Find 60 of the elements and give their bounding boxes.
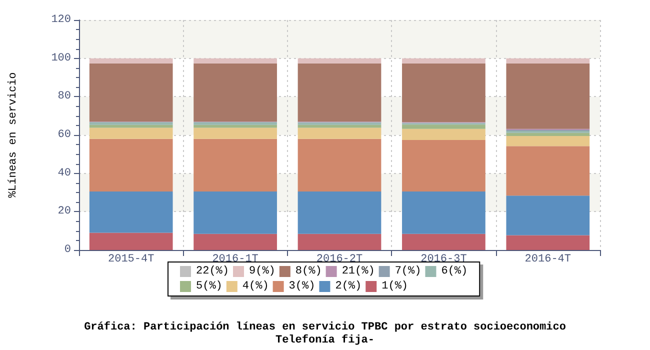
x-tick-label: 2016-3T [420,254,468,266]
bar [194,122,277,125]
bar [89,58,173,64]
bar [506,196,590,236]
bar [402,63,486,122]
x-tick-label: 2015-4T [108,254,155,266]
bar [402,58,486,64]
bar [402,234,486,250]
legend-label: 7(%) [394,266,422,278]
legend-label: 6(%) [441,266,468,278]
y-tick-label: 0 [64,244,71,256]
x-tick-label: 2016-4T [524,254,572,266]
bar [89,128,173,139]
legend-label: 22(%) [196,266,230,278]
bar [298,192,382,234]
legend-label: 2(%) [335,280,362,292]
legend-label: 4(%) [242,280,269,292]
bar [89,232,173,250]
bar [194,138,277,192]
bar [506,63,590,129]
bar [506,235,590,250]
bar [298,234,382,250]
text: Gráfica: Participación líneas en servicio TPBC por estrato socioeconomico [84,320,566,334]
bar [89,63,173,122]
bar [506,136,590,146]
y-tick-label: 120 [51,14,71,26]
y-axis-title: %Líneas en servicio [8,72,20,198]
bar [402,124,486,129]
bar [506,132,590,136]
y-tick-label: 20 [58,206,71,218]
legend-label: 8(%) [295,266,322,278]
legend-label: 1(%) [382,280,408,292]
legend-label: 5(%) [196,280,222,292]
bar [89,192,173,233]
bar [298,128,382,139]
y-tick-label: 100 [51,52,71,64]
text: Telefonía fija- [275,334,375,346]
bar [298,138,382,192]
x-tick-label: 2016-2T [316,254,363,266]
bar [194,58,277,64]
bar [89,138,173,192]
bar [506,146,590,196]
bar [298,63,382,122]
bar [506,58,590,64]
bar [298,58,382,64]
y-tick-label: 80 [58,90,71,103]
bar [194,128,277,139]
legend-label: 21(%) [342,266,375,278]
x-tick-label: 2016-1T [212,254,259,266]
bar [402,140,486,192]
y-tick-label: 40 [58,167,71,180]
bar [194,63,277,122]
bar [194,234,277,250]
bar [402,128,486,140]
bar [194,192,277,234]
legend-label: 3(%) [288,280,316,292]
y-tick-label: 60 [58,129,71,141]
bar [402,192,486,234]
bar [89,122,173,125]
legend-label: 9(%) [249,266,276,278]
